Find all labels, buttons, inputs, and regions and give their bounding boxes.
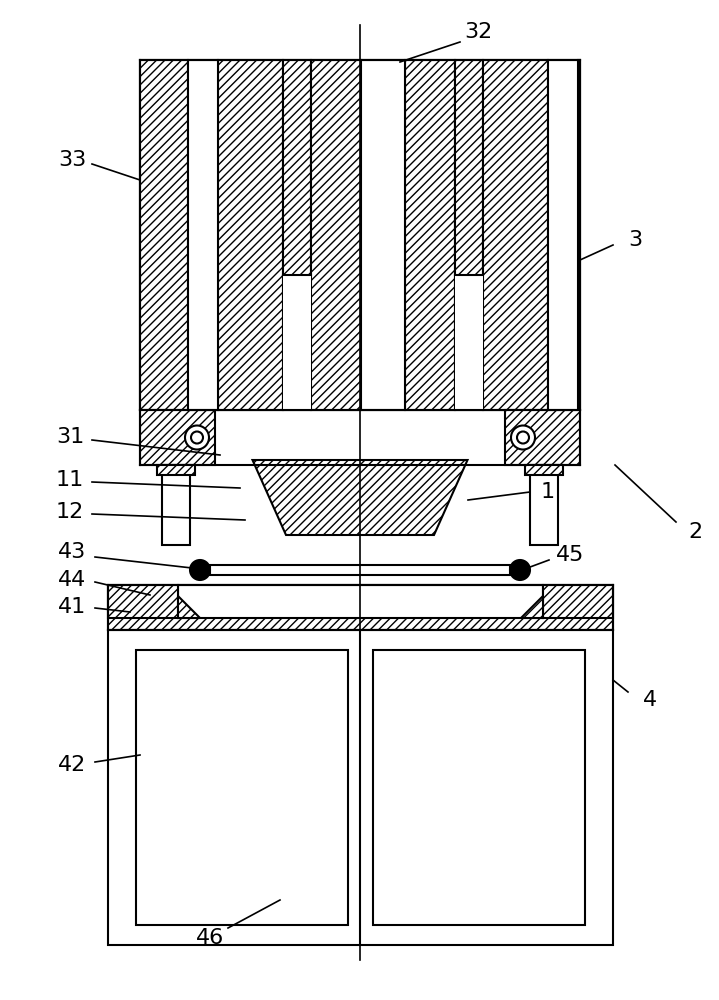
Bar	[108, 630, 613, 945]
Bar	[108, 585, 178, 618]
Text: 4: 4	[643, 690, 657, 710]
Bar	[136, 650, 347, 925]
Text: 1: 1	[541, 482, 555, 502]
Bar	[548, 60, 578, 410]
Bar	[505, 410, 580, 465]
Text: 11: 11	[56, 470, 84, 490]
Text: 42: 42	[58, 755, 86, 775]
Text: 32: 32	[464, 22, 492, 42]
Bar	[178, 585, 543, 618]
Text: 31: 31	[56, 427, 84, 447]
Polygon shape	[521, 596, 543, 618]
Bar	[311, 60, 361, 410]
Circle shape	[191, 432, 203, 444]
Circle shape	[185, 426, 209, 450]
Text: 12: 12	[56, 502, 84, 522]
Bar	[162, 465, 190, 545]
Bar	[361, 60, 405, 410]
Circle shape	[517, 432, 529, 444]
Bar	[578, 60, 580, 410]
Bar	[140, 410, 215, 465]
Bar	[525, 465, 563, 475]
Bar	[483, 60, 548, 410]
Bar	[543, 585, 613, 618]
Bar	[188, 60, 218, 410]
Bar	[455, 60, 483, 410]
Bar	[210, 565, 510, 575]
Bar	[283, 275, 311, 410]
Bar	[372, 650, 585, 925]
Bar	[140, 60, 188, 410]
Text: 2: 2	[688, 522, 702, 542]
Bar	[530, 465, 558, 545]
Text: 33: 33	[58, 150, 86, 170]
Text: 41: 41	[58, 597, 86, 617]
Bar	[108, 585, 613, 630]
Circle shape	[510, 560, 530, 580]
Bar	[455, 275, 483, 410]
Text: 46: 46	[196, 928, 224, 948]
Text: 44: 44	[58, 570, 86, 590]
Text: 45: 45	[556, 545, 584, 565]
Polygon shape	[178, 596, 200, 618]
Circle shape	[190, 560, 210, 580]
Bar	[283, 60, 311, 410]
Circle shape	[511, 426, 535, 450]
Text: 43: 43	[58, 542, 86, 562]
Bar	[157, 465, 195, 475]
Bar	[140, 60, 580, 410]
Text: 3: 3	[628, 230, 642, 250]
Bar	[218, 60, 283, 410]
Polygon shape	[252, 460, 467, 535]
Bar	[405, 60, 455, 410]
